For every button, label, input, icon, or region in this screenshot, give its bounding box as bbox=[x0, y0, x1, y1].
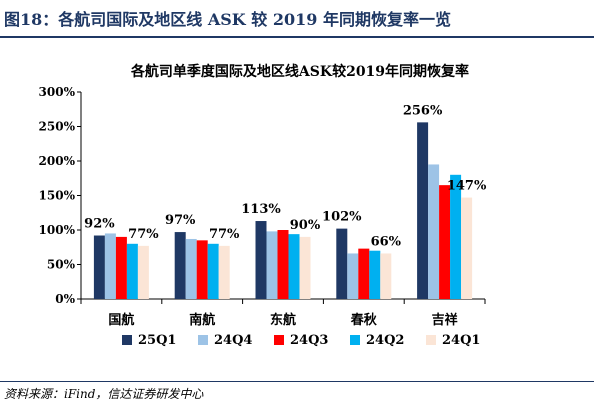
bar bbox=[299, 236, 311, 299]
bar bbox=[428, 164, 440, 299]
bar bbox=[174, 232, 186, 299]
legend-label: 25Q1 bbox=[138, 333, 176, 348]
x-tick-label: 吉祥 bbox=[432, 312, 458, 328]
data-label: 113% bbox=[241, 202, 281, 217]
bar bbox=[196, 240, 208, 299]
chart-title: 各航司单季度国际及地区线ASK较2019年同期恢复率 bbox=[130, 63, 469, 80]
bar bbox=[358, 248, 370, 299]
bar bbox=[115, 236, 127, 299]
data-label: 256% bbox=[403, 103, 443, 118]
bar bbox=[417, 122, 429, 299]
y-axis: 0% 50% 100% 150% 200% 250% 300% bbox=[39, 85, 82, 306]
bar bbox=[266, 231, 278, 299]
x-tick-label: 国航 bbox=[108, 312, 134, 328]
x-tick-label: 春秋 bbox=[350, 312, 378, 328]
y-tick-label: 100% bbox=[39, 223, 76, 237]
legend-label: 24Q4 bbox=[214, 333, 252, 348]
bar bbox=[461, 197, 473, 299]
bar bbox=[277, 230, 289, 299]
legend-swatch bbox=[350, 335, 360, 345]
x-tick-label: 南航 bbox=[189, 312, 215, 328]
y-tick-label: 300% bbox=[39, 85, 76, 99]
bar bbox=[218, 245, 230, 299]
legend-label: 24Q1 bbox=[442, 333, 480, 348]
bar bbox=[439, 185, 451, 299]
bar bbox=[347, 253, 359, 299]
bar bbox=[336, 228, 348, 299]
x-axis: 国航 南航 东航 春秋 吉祥 bbox=[80, 298, 486, 328]
data-label: 90% bbox=[290, 218, 321, 233]
legend: 25Q1 24Q4 24Q3 24Q2 24Q1 bbox=[122, 333, 480, 348]
legend-swatch bbox=[274, 335, 284, 345]
title-divider bbox=[0, 36, 594, 38]
data-labels: 92%77%97%77%113%90%102%66%256%147% bbox=[84, 103, 487, 249]
legend-swatch bbox=[198, 335, 208, 345]
bar bbox=[126, 243, 138, 299]
x-tick-label: 东航 bbox=[270, 312, 296, 328]
y-tick-label: 50% bbox=[47, 258, 76, 272]
source-note: 资料来源：iFind，信达证券研发中心 bbox=[4, 387, 204, 401]
data-label: 92% bbox=[84, 217, 115, 232]
y-tick-label: 250% bbox=[39, 120, 76, 134]
bar bbox=[207, 243, 219, 299]
legend-swatch bbox=[122, 335, 132, 345]
bars bbox=[93, 122, 473, 299]
data-label: 102% bbox=[322, 210, 362, 225]
bar bbox=[288, 234, 300, 299]
bar bbox=[93, 235, 105, 299]
bar bbox=[137, 245, 149, 299]
figure-title: 图18：各航司国际及地区线 ASK 较 2019 年同期恢复率一览 bbox=[4, 10, 451, 29]
bar bbox=[255, 221, 267, 299]
legend-label: 24Q3 bbox=[290, 333, 328, 348]
legend-label: 24Q2 bbox=[366, 333, 404, 348]
bar bbox=[369, 250, 381, 299]
data-label: 77% bbox=[128, 227, 159, 242]
y-tick-label: 150% bbox=[39, 189, 76, 203]
legend-swatch bbox=[426, 335, 436, 345]
y-tick-label: 0% bbox=[55, 292, 75, 306]
data-label: 77% bbox=[209, 227, 240, 242]
source-divider bbox=[0, 381, 594, 382]
y-tick-label: 200% bbox=[39, 154, 76, 168]
data-label: 147% bbox=[447, 179, 487, 194]
bar bbox=[185, 238, 197, 299]
chart: 各航司单季度国际及地区线ASK较2019年同期恢复率 0% 50% 100% 150%… bbox=[39, 63, 487, 348]
bar bbox=[104, 233, 116, 299]
data-label: 97% bbox=[165, 213, 196, 228]
data-label: 66% bbox=[371, 234, 402, 249]
bar bbox=[450, 174, 462, 299]
bar bbox=[380, 253, 392, 299]
